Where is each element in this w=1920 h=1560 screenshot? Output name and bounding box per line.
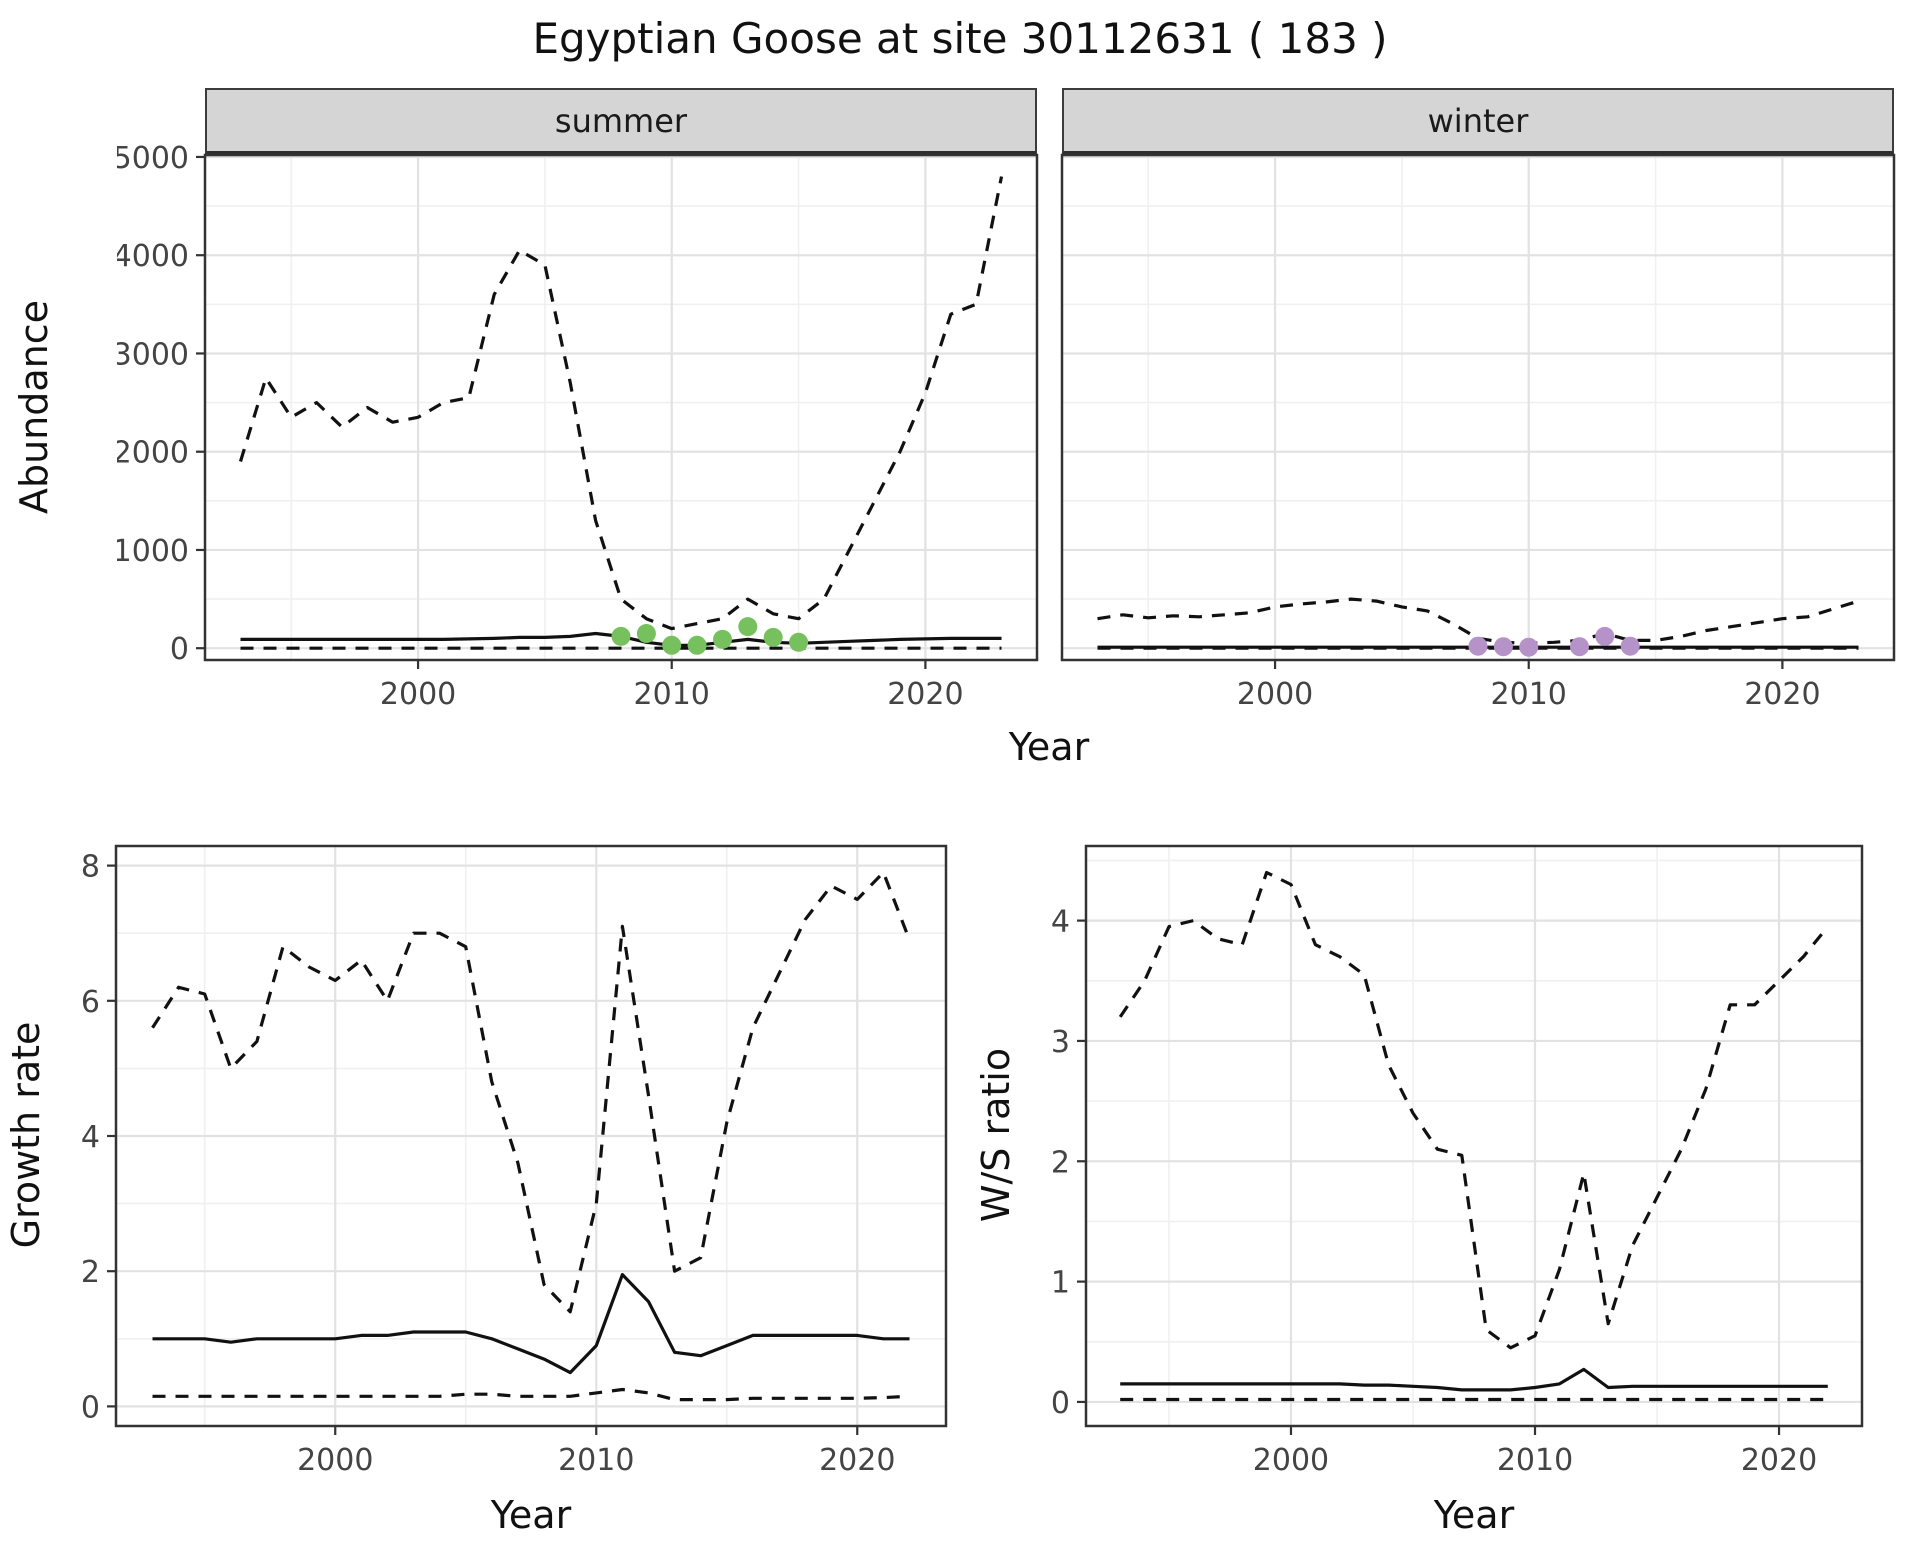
observed_winter_counts-point <box>1595 626 1615 646</box>
observed_summer_counts-point <box>713 629 732 649</box>
observed_summer_counts-point <box>662 635 682 655</box>
ws_ratio-y-tick-label: 0 <box>1051 1386 1070 1421</box>
facet-strip-summer: summer <box>205 88 1037 155</box>
abundance-y-axis-title: Abundance <box>12 299 56 515</box>
plot-title: Egyptian Goose at site 30112631 ( 183 ) <box>532 14 1388 63</box>
ws-ratio-x-axis-title: Year <box>1433 1493 1515 1537</box>
abundance_winter-x-tick-label: 2000 <box>1237 677 1313 712</box>
observed_summer_counts-point <box>763 627 783 647</box>
abundance_summer-y-tick-label: 1000 <box>117 534 189 569</box>
growth_rate-y-tick-label: 6 <box>81 985 100 1020</box>
abundance_summer-y-tick-label: 4000 <box>117 239 189 274</box>
ws_ratio-y-tick-label: 4 <box>1051 905 1070 940</box>
observed_winter_counts-point <box>1570 637 1589 657</box>
observed_winter_counts-point <box>1620 636 1640 656</box>
facet-label-winter: winter <box>1427 101 1529 140</box>
ws_ratio-x-tick-label: 2000 <box>1253 1443 1329 1478</box>
ws_ratio-estimate-line <box>1120 1367 1828 1392</box>
growth-rate-panel: 2000 2010 2020 0 2 4 6 8 <box>81 844 948 1478</box>
facet-strip-winter: winter <box>1062 88 1894 155</box>
growth_rate-y-tick-label: 0 <box>81 1390 100 1425</box>
abundance_summer-y-tick-label: 3000 <box>117 337 189 372</box>
growth-rate-x-axis-title: Year <box>490 1493 572 1537</box>
observed_summer_counts-point <box>636 624 656 643</box>
facet-label-summer: summer <box>554 101 688 140</box>
abundance_summer-y-tick-label: 5000 <box>117 141 189 176</box>
ws-ratio-panel: 2000 2010 2020 0 1 2 3 4 <box>1051 844 1864 1478</box>
abundance_summer-x-tick-label: 2020 <box>887 677 963 712</box>
ws-ratio-y-axis-title: W/S ratio <box>974 1047 1018 1223</box>
growth_rate-x-tick-label: 2010 <box>558 1443 634 1478</box>
growth_rate-y-tick-label: 2 <box>81 1255 100 1290</box>
observed_winter_counts-point <box>1468 636 1488 656</box>
observed_summer_counts-point <box>611 626 631 646</box>
growth_rate-y-tick-label: 4 <box>81 1120 100 1155</box>
growth_rate-x-tick-label: 2000 <box>297 1443 373 1478</box>
ws_ratio-x-tick-label: 2020 <box>1741 1443 1817 1478</box>
observed_winter_counts-point <box>1519 637 1539 657</box>
ws_ratio-x-tick-label: 2010 <box>1497 1443 1573 1478</box>
observed_summer_counts-point <box>789 632 809 652</box>
growth_rate-estimate-line <box>152 1273 910 1375</box>
growth_rate-lower_95ci-line <box>152 1387 910 1402</box>
ws_ratio-upper_95ci-line <box>1118 870 1830 1350</box>
abundance_winter-upper_95ci-line <box>1097 597 1859 645</box>
abundance_winter-x-tick-label: 2020 <box>1744 677 1820 712</box>
ws_ratio-y-tick-label: 3 <box>1051 1025 1070 1060</box>
abundance_summer-x-tick-label: 2000 <box>380 677 456 712</box>
growth-rate-y-axis-title: Growth rate <box>4 1021 48 1249</box>
abundance-summer-panel: 2000 2010 2020 0 1000 2000 3000 4000 5000 <box>117 141 1039 712</box>
abundance_summer-y-tick-label: 2000 <box>117 436 189 471</box>
abundance_summer-upper_95ci-line <box>238 176 1004 631</box>
observed_summer_counts-point <box>738 617 758 637</box>
observed_winter_counts-point <box>1493 637 1513 657</box>
growth_rate-x-tick-label: 2020 <box>819 1443 895 1478</box>
observed_summer_counts-point <box>687 635 707 655</box>
ws_ratio-y-tick-label: 2 <box>1051 1145 1070 1180</box>
ws_ratio-y-tick-label: 1 <box>1051 1266 1070 1301</box>
abundance_summer-y-tick-label: 0 <box>170 632 189 667</box>
growth_rate-y-tick-label: 8 <box>81 850 100 885</box>
abundance-winter-panel: 2000 2010 2020 <box>1060 153 1896 712</box>
abundance_summer-x-tick-label: 2010 <box>634 677 710 712</box>
abundance-x-axis-title: Year <box>1008 725 1090 769</box>
abundance_winter-x-tick-label: 2010 <box>1491 677 1567 712</box>
